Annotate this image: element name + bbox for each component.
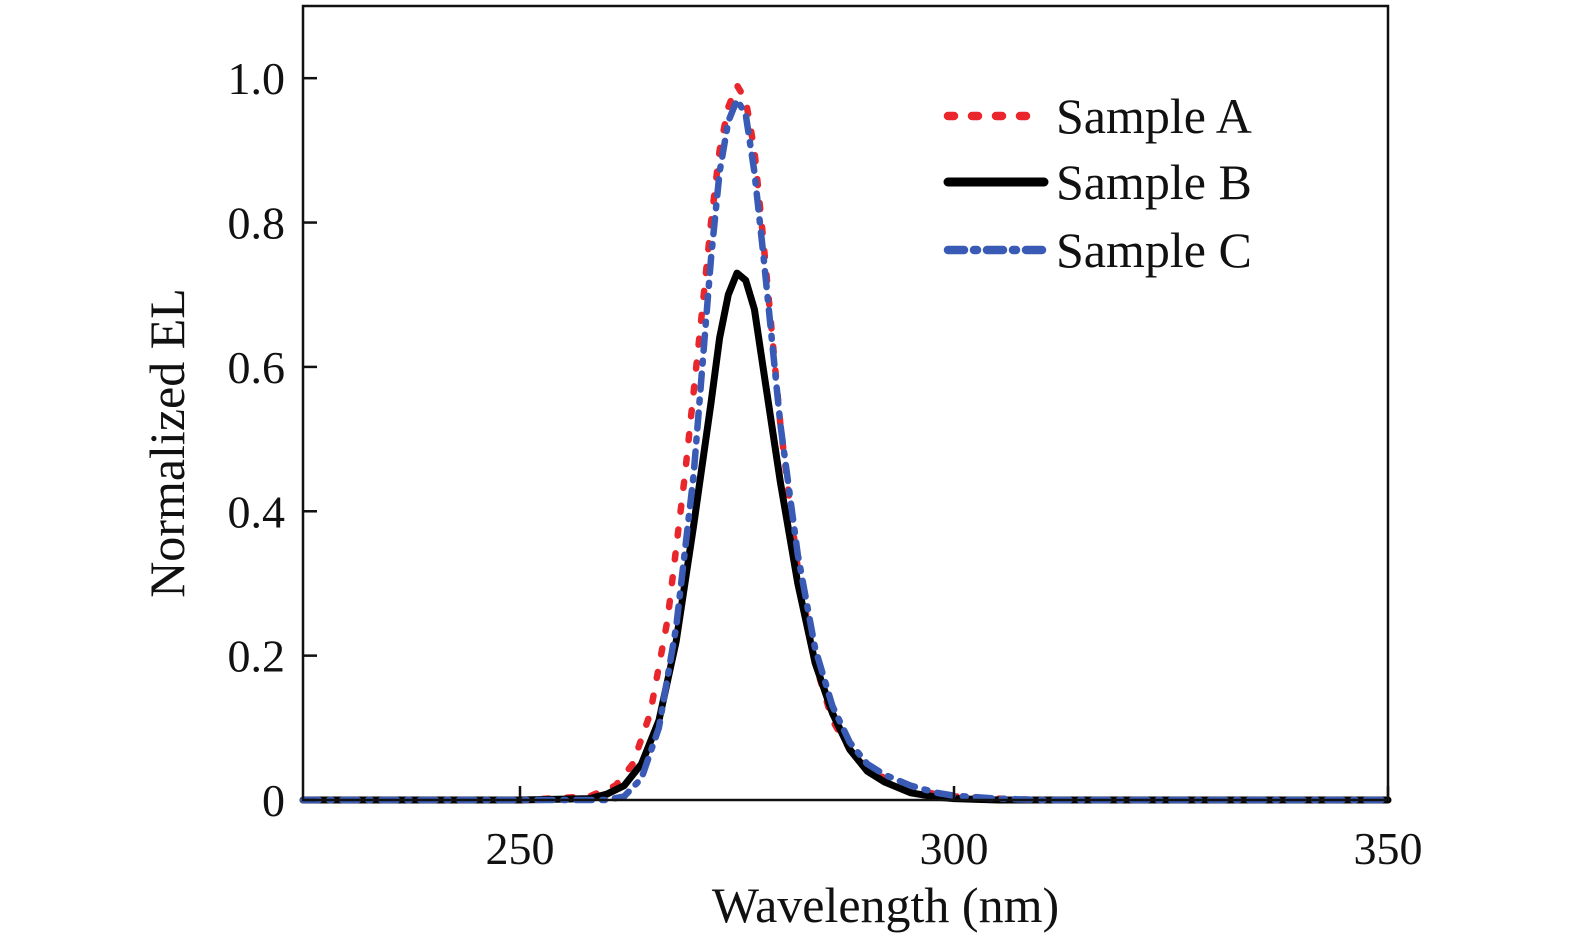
legend: Sample A Sample B Sample C (943, 88, 1252, 278)
series-layer (299, 82, 1392, 804)
series-line-sample-c (299, 96, 1392, 804)
x-tick-label-300: 300 (920, 823, 989, 874)
y-tick-label-0.4: 0.4 (228, 486, 286, 537)
y-axis-title: Normalized EL (139, 288, 195, 598)
plot-frame (301, 4, 1390, 802)
x-axis-title: Wavelength (nm) (712, 877, 1059, 933)
y-tick-label-1: 1.0 (228, 53, 286, 104)
y-tick-label-0.6: 0.6 (228, 342, 286, 393)
x-tick-label-350: 350 (1354, 823, 1423, 874)
ticks-layer (303, 76, 1390, 802)
x-tick-label-250: 250 (486, 823, 555, 874)
legend-label-sample-a: Sample A (1056, 88, 1252, 144)
y-tick-label-0.2: 0.2 (228, 631, 286, 682)
tick-labels-layer: 250 300 350 0 0.2 0.4 0.6 0.8 1.0 (228, 53, 1423, 874)
series-line-sample-b (299, 269, 1392, 804)
legend-label-sample-b: Sample B (1056, 154, 1252, 210)
y-tick-label-0.8: 0.8 (228, 198, 286, 249)
y-tick-label-0: 0 (262, 775, 285, 826)
legend-label-sample-c: Sample C (1056, 222, 1252, 278)
